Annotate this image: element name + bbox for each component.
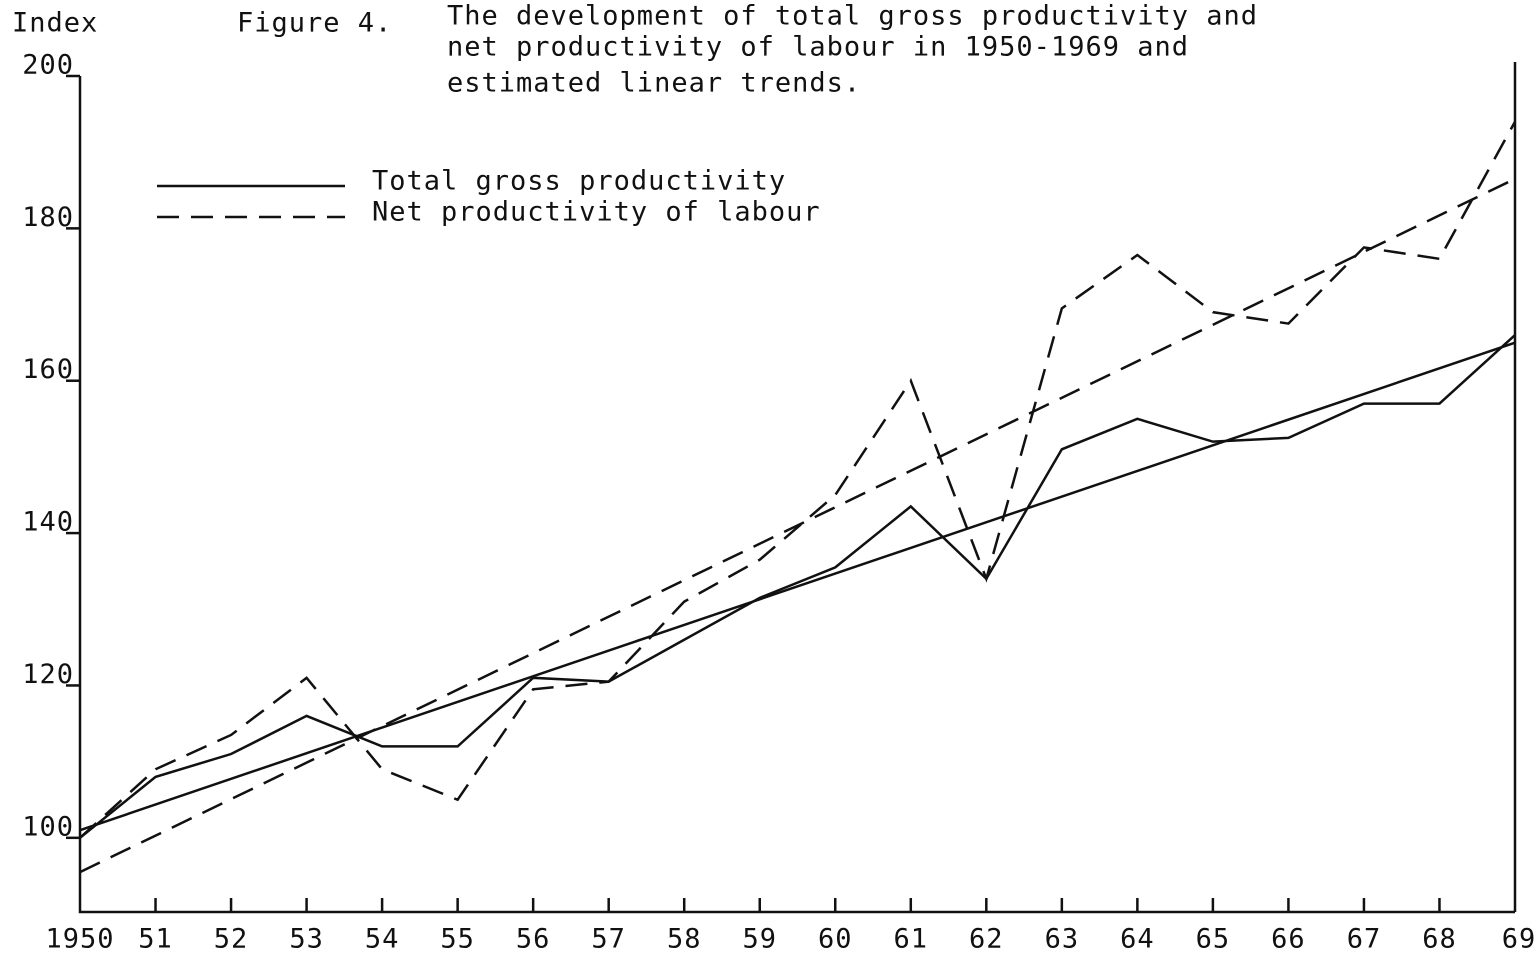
x-tick-label: 66 (1271, 924, 1306, 955)
chart-title: estimated linear trends. (447, 68, 861, 99)
x-tick-label: 63 (1045, 924, 1080, 955)
trend-line (79, 177, 1516, 874)
y-axis-label: Index (12, 8, 98, 39)
figure-label: Figure 4. (237, 8, 392, 39)
chart-title: The development of total gross productiv… (447, 1, 1258, 32)
x-tick-label: 59 (742, 924, 777, 955)
trend-line (79, 341, 1516, 832)
data-line (79, 121, 1517, 839)
x-tick-label: 53 (289, 924, 324, 955)
x-tick-label: 67 (1347, 924, 1382, 955)
x-tick-label: 58 (667, 924, 702, 955)
x-tick-label: 68 (1422, 924, 1457, 955)
x-tick-label: 52 (214, 924, 249, 955)
x-tick-label: 69 (1502, 924, 1537, 955)
y-tick-label: 140 (22, 507, 74, 538)
y-tick-label: 200 (22, 50, 74, 81)
chart-title: net productivity of labour in 1950-1969 … (447, 32, 1189, 63)
x-tick-label: 61 (894, 924, 929, 955)
legend-label: Total gross productivity (372, 166, 786, 197)
axes (78, 62, 1517, 914)
x-tick-label: 54 (365, 924, 400, 955)
y-tick-label: 120 (22, 659, 74, 690)
x-tick-label: 62 (969, 924, 1004, 955)
x-tick-label: 57 (591, 924, 626, 955)
x-tick-label: 65 (1196, 924, 1231, 955)
x-tick-label: 55 (440, 924, 475, 955)
x-tick-label: 60 (818, 924, 853, 955)
x-tick-label: 64 (1120, 924, 1155, 955)
data-line (79, 334, 1516, 839)
legend-label: Net productivity of labour (372, 197, 821, 228)
x-tick-label: 51 (138, 924, 173, 955)
y-tick-label: 160 (22, 354, 74, 385)
x-tick-label: 1950 (45, 924, 114, 955)
x-tick-label: 56 (516, 924, 551, 955)
y-tick-label: 180 (22, 202, 74, 233)
y-tick-label: 100 (22, 811, 74, 842)
